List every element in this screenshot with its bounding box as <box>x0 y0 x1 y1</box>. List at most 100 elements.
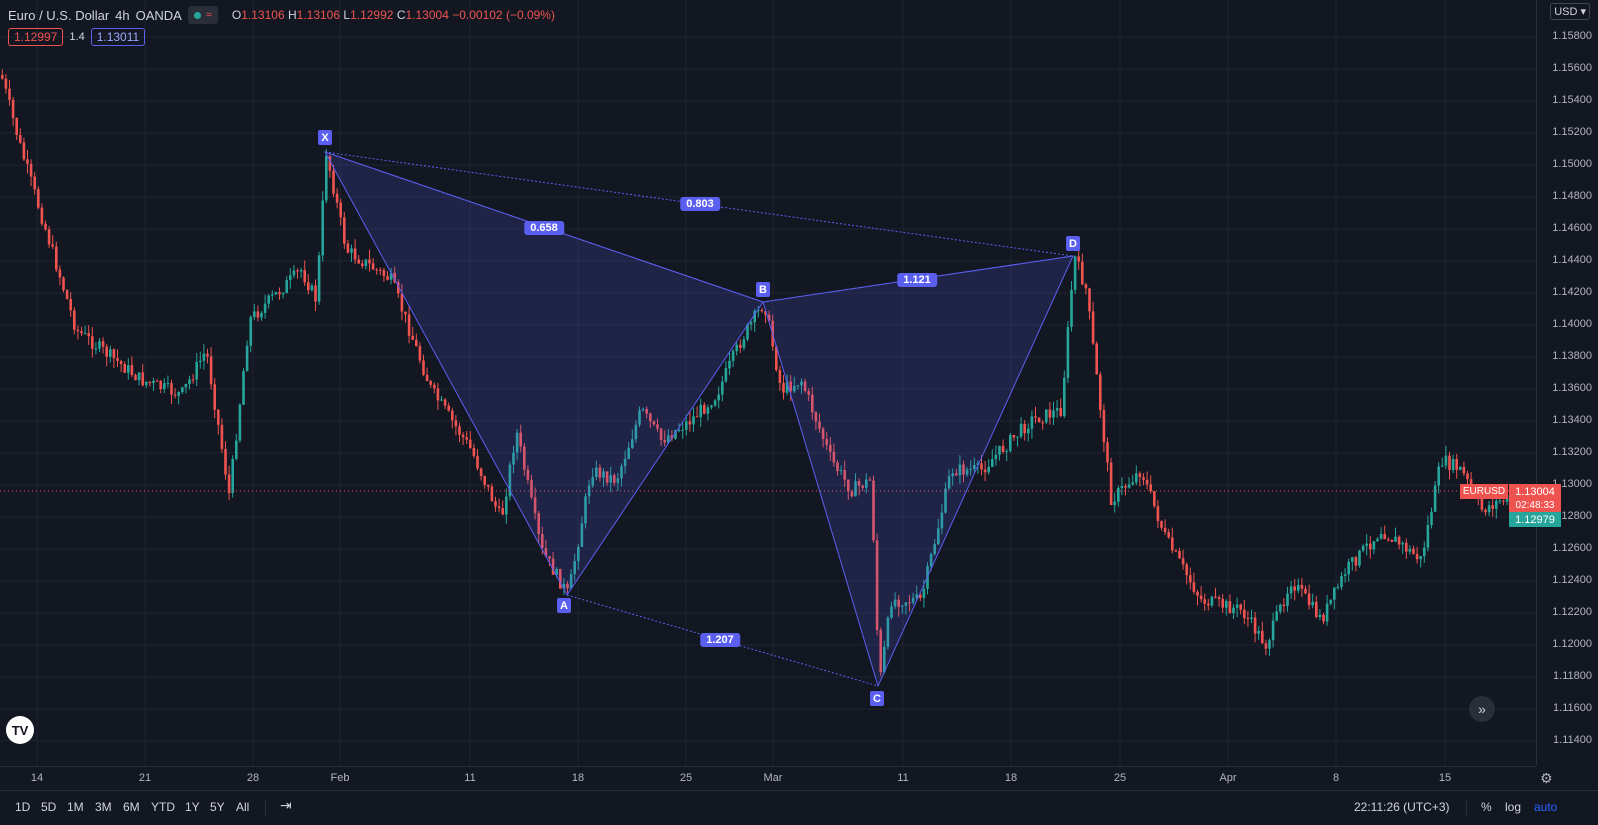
candle-body <box>767 314 771 321</box>
pattern-point-x[interactable]: X <box>318 130 332 145</box>
pattern-point-c[interactable]: C <box>870 691 884 706</box>
price-tick-label: 1.13800 <box>1552 350 1592 362</box>
candle-body <box>1120 486 1124 489</box>
range-6m[interactable]: 6M <box>123 800 140 814</box>
candle-body <box>775 346 778 371</box>
candle-body <box>580 523 584 547</box>
candle-body <box>789 381 792 392</box>
chart-area[interactable]: Euro / U.S. Dollar 4h OANDA ≈ O1.13106 H… <box>0 0 1536 766</box>
candle-body <box>1383 533 1386 540</box>
candle-body <box>1325 603 1329 622</box>
currency-button[interactable]: USD ▾ <box>1550 3 1590 20</box>
candle-body <box>497 506 501 509</box>
range-3m[interactable]: 3M <box>95 800 112 814</box>
candle-body <box>289 275 292 281</box>
candle-body <box>811 394 814 413</box>
candle-body <box>1329 599 1332 604</box>
range-5y[interactable]: 5Y <box>210 800 225 814</box>
range-1d[interactable]: 1D <box>15 800 31 814</box>
log-toggle[interactable]: log <box>1505 800 1522 814</box>
candle-body <box>296 270 299 272</box>
candle-body <box>1196 591 1199 596</box>
candle-body <box>44 223 47 230</box>
range-all[interactable]: All <box>236 800 250 814</box>
time-axis[interactable]: 14 21 28 Feb 11 18 25 Mar 11 18 25 Apr 8 15 <box>0 766 1536 790</box>
candle-body <box>1268 640 1271 649</box>
candle-body <box>418 346 422 361</box>
goto-date-icon[interactable]: ⇥ <box>280 797 292 813</box>
candle-body <box>1246 618 1250 620</box>
pattern-triangle-bcd <box>762 255 1074 688</box>
candle-body <box>724 368 728 382</box>
price-axis[interactable]: USD ▾ 1.15800 1.15600 1.15400 1.15200 1.1500… <box>1536 0 1598 766</box>
range-1m[interactable]: 1M <box>67 800 84 814</box>
candle-body <box>1304 588 1307 594</box>
candle-body <box>364 259 368 267</box>
candle-body <box>29 163 33 177</box>
ratio-bd: 1.121 <box>897 273 937 287</box>
time-tick-label: 14 <box>30 772 44 784</box>
range-ytd[interactable]: YTD <box>151 800 175 814</box>
candle-body <box>220 424 224 450</box>
pattern-point-b[interactable]: B <box>756 282 770 297</box>
candle-body <box>1066 326 1070 378</box>
candle-body <box>119 361 123 365</box>
candle-body <box>310 285 314 291</box>
candle-body <box>526 469 530 480</box>
price-chart[interactable] <box>0 0 1536 766</box>
candle-body <box>163 383 166 390</box>
candle-body <box>879 629 882 673</box>
settings-gear-icon[interactable]: ⚙ <box>1540 770 1553 786</box>
symbol-legend: Euro / U.S. Dollar 4h OANDA ≈ O1.13106 H… <box>8 6 555 24</box>
time-tick-label: 21 <box>138 772 152 784</box>
buy-button[interactable]: 1.13011 <box>90 28 146 46</box>
candle-body <box>1189 575 1192 583</box>
tradingview-logo-icon[interactable]: TV <box>6 716 34 744</box>
candle-body <box>332 170 335 194</box>
candle-body <box>559 568 562 589</box>
market-status-badge[interactable]: ≈ <box>187 6 218 24</box>
clock-time[interactable]: 22:11:26 (UTC+3) <box>1354 800 1450 814</box>
range-5d[interactable]: 5D <box>41 800 57 814</box>
range-1y[interactable]: 1Y <box>185 800 200 814</box>
candle-body <box>443 399 447 406</box>
candle-body <box>73 310 76 330</box>
bid-ask-panel: 1.12997 1.4 1.13011 <box>8 28 146 46</box>
candle-body <box>908 602 911 604</box>
candle-body <box>253 311 256 318</box>
sell-button[interactable]: 1.12997 <box>8 28 64 46</box>
candle-body <box>807 391 810 395</box>
candle-body <box>1448 455 1451 471</box>
candle-body <box>1113 501 1116 506</box>
candle-body <box>278 292 281 295</box>
candle-body <box>695 416 699 418</box>
candle-body <box>1433 485 1437 512</box>
candle-body <box>1059 408 1062 417</box>
pattern-point-d[interactable]: D <box>1066 236 1080 251</box>
candle-body <box>613 475 616 483</box>
candle-body <box>1027 428 1030 434</box>
candle-body <box>1131 482 1134 485</box>
candle-body <box>847 479 850 492</box>
percent-toggle[interactable]: % <box>1481 800 1492 814</box>
candle-body <box>1214 596 1217 598</box>
candle-body <box>998 445 1001 455</box>
candle-body <box>1102 410 1106 443</box>
candle-body <box>339 202 342 218</box>
candle-body <box>1117 488 1120 502</box>
symbol-name[interactable]: Euro / U.S. Dollar <box>8 7 110 23</box>
candle-body <box>1235 604 1239 608</box>
candle-body <box>1239 604 1242 610</box>
candle-body <box>134 375 137 381</box>
candle-body <box>379 269 382 271</box>
pattern-point-a[interactable]: A <box>557 598 571 613</box>
candle-body <box>566 583 569 589</box>
auto-toggle[interactable]: auto <box>1534 800 1558 814</box>
candle-body <box>764 311 767 315</box>
interval-label[interactable]: 4h <box>115 7 130 23</box>
candle-body <box>411 335 414 340</box>
scroll-to-realtime-icon[interactable]: » <box>1469 696 1495 722</box>
candle-body <box>688 421 692 425</box>
candle-body <box>893 599 897 607</box>
candle-body <box>152 380 155 384</box>
